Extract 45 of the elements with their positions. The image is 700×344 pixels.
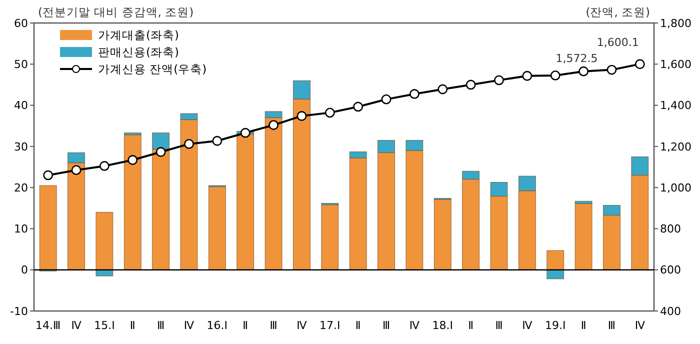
x-tick-label: Ⅳ bbox=[296, 319, 308, 332]
y-tick-label: 0 bbox=[21, 264, 28, 277]
y-tick-label: -10 bbox=[10, 304, 28, 318]
x-tick-label: 15.Ⅰ bbox=[94, 319, 115, 332]
x-tick-label: 19.Ⅰ bbox=[544, 319, 566, 332]
y2-tick-label: 600 bbox=[660, 264, 681, 277]
x-tick-label: 14.Ⅲ bbox=[36, 319, 61, 332]
y2-tick-label: 1,600 bbox=[660, 58, 692, 71]
x-tick-label: Ⅱ bbox=[130, 319, 136, 332]
y2-axis-title: (잔액, 조원) bbox=[586, 5, 650, 19]
x-tick-label: Ⅲ bbox=[382, 319, 390, 332]
x-tick-label: 17.Ⅰ bbox=[320, 319, 340, 332]
y2-tick-label: 800 bbox=[660, 222, 681, 236]
y2-tick-label: 1,000 bbox=[660, 181, 692, 194]
x-tick-label: Ⅳ bbox=[409, 319, 420, 332]
y2-tick-label: 400 bbox=[660, 304, 681, 318]
x-tick-label: Ⅳ bbox=[71, 319, 82, 332]
y2-tick-label: 1,800 bbox=[660, 16, 692, 30]
x-tick-label: Ⅱ bbox=[355, 319, 361, 332]
data-label: 1,572.5 bbox=[556, 52, 598, 65]
legend-label: 가계신용 잔액(우축) bbox=[98, 62, 207, 76]
y-tick-label: 30 bbox=[14, 140, 28, 154]
y-axis-title: (전분기말 대비 증감액, 조원) bbox=[38, 5, 194, 19]
x-tick-label: Ⅲ bbox=[608, 319, 616, 332]
y-tick-label: 20 bbox=[14, 181, 28, 194]
x-tick-label: 16.Ⅰ bbox=[206, 319, 228, 332]
y2-tick-label: 1,200 bbox=[660, 140, 692, 154]
y-tick-label: 60 bbox=[14, 16, 28, 30]
data-label: 1,600.1 bbox=[596, 36, 639, 50]
x-tick-label: Ⅲ bbox=[495, 319, 503, 332]
y-tick-label: 10 bbox=[14, 222, 28, 236]
legend-label: 판매신용(좌축) bbox=[98, 45, 179, 60]
x-tick-label: 18.Ⅰ bbox=[432, 319, 454, 332]
y2-tick-label: 1,400 bbox=[660, 99, 692, 112]
x-tick-label: Ⅱ bbox=[468, 319, 474, 332]
legend-label: 가계대출(좌축) bbox=[98, 28, 179, 42]
x-tick-label: Ⅳ bbox=[634, 319, 646, 332]
x-tick-label: Ⅳ bbox=[522, 319, 534, 332]
x-tick-label: Ⅳ bbox=[184, 319, 195, 332]
x-tick-label: Ⅲ bbox=[270, 319, 278, 332]
x-tick-label: Ⅱ bbox=[242, 319, 248, 332]
y-tick-label: 50 bbox=[14, 58, 28, 71]
y-tick-label: 40 bbox=[14, 99, 28, 112]
x-tick-label: Ⅱ bbox=[580, 319, 586, 332]
x-tick-label: Ⅲ bbox=[157, 319, 165, 332]
